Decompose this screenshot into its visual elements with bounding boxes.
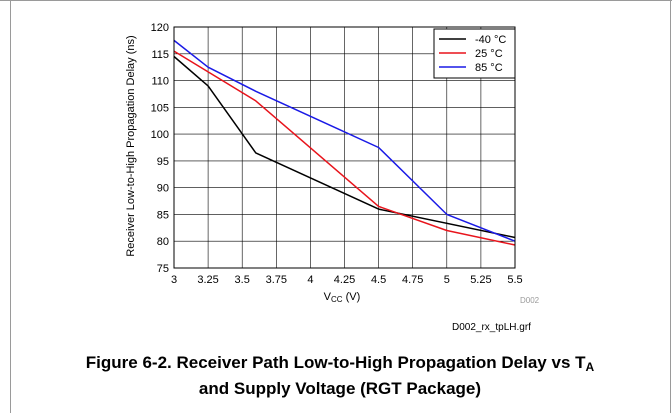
- x-axis-label: VCC (V): [324, 291, 361, 304]
- y-tick-label: 90: [157, 183, 169, 195]
- y-tick-label: 80: [157, 236, 169, 248]
- x-tick-label: 4.25: [334, 274, 355, 286]
- series-line-3: [173, 39, 516, 242]
- frame-left-border: [10, 0, 11, 413]
- series-line-2: [173, 50, 516, 246]
- x-tick-label: 4.75: [402, 274, 423, 286]
- frame-top-border: [0, 0, 672, 1]
- x-tick-label: 3: [171, 274, 177, 286]
- y-tick-label: 110: [151, 76, 169, 88]
- y-axis-label: Receiver Low-to-High Propagation Delay (…: [125, 35, 137, 256]
- x-tick-label: 5: [444, 274, 450, 286]
- propagation-delay-chart: 3 3.25 3.5 3.75 4 4.25 4.5 4.75 5 5.25 5.5 75 80 85 90…: [125, 22, 540, 333]
- y-tick-label: 75: [157, 263, 169, 275]
- caption-line-2: and Supply Voltage (RGT Package): [198, 379, 482, 398]
- chart-legend: -40 °C 25 °C 85 °C: [433, 28, 516, 79]
- x-tick-label: 3.75: [266, 274, 287, 286]
- x-tick-label: 5.25: [470, 274, 491, 286]
- x-tick-label: 5.5: [507, 274, 522, 286]
- y-tick-label: 100: [151, 129, 169, 141]
- plot-area-border: [173, 26, 516, 269]
- legend-label-1: -40 °C: [475, 34, 506, 46]
- x-axis-label-base: V: [324, 291, 332, 303]
- series-line-1: [173, 55, 516, 239]
- source-tag: D002: [520, 296, 540, 305]
- y-tick-label: 115: [151, 49, 169, 61]
- x-axis-label-subscript: CC: [331, 295, 343, 304]
- graph-filename: D002_rx_tpLH.grf: [452, 322, 531, 333]
- x-tick-label: 3.5: [235, 274, 250, 286]
- legend-label-2: 25 °C: [475, 48, 503, 60]
- frame-right-border: [670, 0, 671, 413]
- legend-label-3: 85 °C: [475, 62, 503, 74]
- caption-line-1-subscript: A: [585, 360, 595, 374]
- x-tick-label: 4: [307, 274, 313, 286]
- x-tick-label: 3.25: [197, 274, 218, 286]
- figure-caption: Figure 6-2. Receiver Path Low-to-High Pr…: [20, 352, 660, 400]
- y-tick-label: 120: [151, 22, 169, 34]
- y-tick-label: 95: [157, 156, 169, 168]
- y-tick-label: 105: [151, 102, 169, 114]
- x-tick-label: 4.5: [371, 274, 386, 286]
- chart-series: [173, 39, 516, 246]
- axis-tick-labels: 3 3.25 3.5 3.75 4 4.25 4.5 4.75 5 5.25 5.5 75 80 85 90…: [151, 22, 523, 286]
- x-axis-label-unit: (V): [343, 291, 361, 303]
- y-tick-label: 85: [157, 209, 169, 221]
- caption-line-1: Figure 6-2. Receiver Path Low-to-High Pr…: [20, 352, 660, 378]
- caption-line-1-text: Figure 6-2. Receiver Path Low-to-High Pr…: [85, 353, 586, 372]
